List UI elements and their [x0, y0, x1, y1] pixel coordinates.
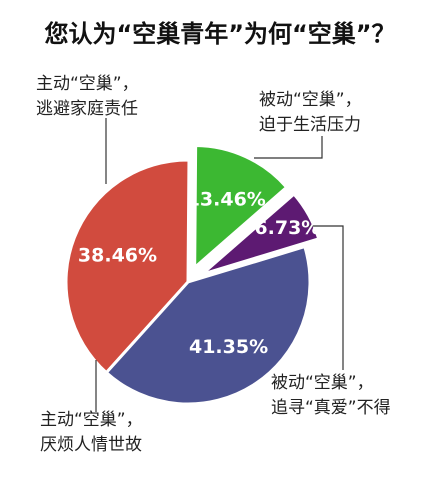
slice-label-seek-love: 被动“空巢”， 追寻“真爱”不得 — [271, 371, 391, 421]
chart-title: 您认为“空巢青年”为何“空巢”？ — [44, 20, 396, 48]
leader-life-pressure — [254, 136, 323, 159]
slice-label-line: 厌烦人情世故 — [40, 435, 142, 455]
slice-seek-love — [201, 191, 321, 276]
slice-label-line: 主动“空巢”， — [36, 74, 139, 94]
slice-label-social-weary: 主动“空巢”， 厌烦人情世故 — [40, 408, 143, 458]
slice-label-life-pressure: 被动“空巢”， 迫于生活压力 — [259, 88, 362, 138]
slice-value-label: 38.46% — [78, 245, 157, 267]
slice-self-escape — [64, 158, 191, 375]
slice-label-line: 主动“空巢”， — [40, 410, 143, 430]
slice-value-label: 41.35% — [189, 336, 268, 358]
slice-label-line: 逃避家庭责任 — [36, 99, 138, 119]
slice-life-pressure — [193, 143, 289, 271]
slice-label-line: 追寻“真爱”不得 — [271, 398, 391, 418]
leader-seek-love — [308, 225, 344, 370]
slice-value-label: 13.46% — [187, 189, 266, 211]
slice-label-line: 被动“空巢”， — [271, 373, 374, 393]
slice-label-line: 迫于生活压力 — [259, 115, 361, 135]
slice-value-label: 6.73% — [254, 217, 320, 239]
slice-label-line: 被动“空巢”， — [259, 90, 362, 110]
slice-label-self-escape: 主动“空巢”， 逃避家庭责任 — [36, 72, 139, 122]
slice-social-weary — [104, 244, 312, 406]
